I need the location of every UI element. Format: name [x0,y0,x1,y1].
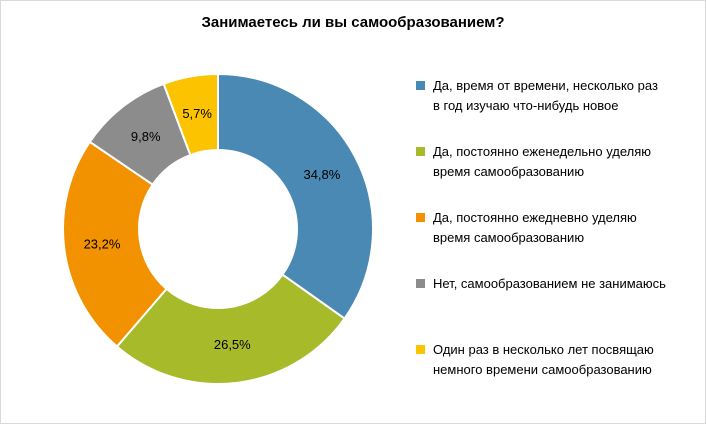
donut-slice [62,140,168,348]
legend-label-line: Да, постоянно ежедневно уделяю [433,210,637,225]
donut-slice [115,273,346,385]
legend-label-line: Один раз в несколько лет посвящаю [433,342,654,357]
slice-value-label: 34,8% [303,167,340,182]
legend-label-line: Нет, самообразованием не занимаюсь [433,276,666,291]
legend-swatch [416,213,425,222]
slice-value-label: 26,5% [214,337,251,352]
legend-label-line: немного времени самообразованию [433,362,652,377]
slice-value-label: 5,7% [182,106,212,121]
donut-slice [217,72,374,320]
legend-label-line: Да, постоянно еженедельно уделяю [433,144,652,159]
legend-swatch [416,147,425,156]
legend-label-line: Да, время от времени, несколько раз [433,78,658,93]
legend-label-line: в год изучаю что-нибудь новое [433,98,619,113]
chart-title: Занимаетесь ли вы самообразованием? [201,14,505,31]
legend-label-line: время самообразованию [433,230,585,245]
slice-value-label: 23,2% [84,236,121,251]
legend-label-line: время самообразованию [433,164,585,179]
legend-swatch [416,279,425,288]
donut-slice [162,72,219,157]
legend-swatch [416,345,425,354]
legend-swatch [416,81,425,90]
slice-value-label: 9,8% [131,129,161,144]
